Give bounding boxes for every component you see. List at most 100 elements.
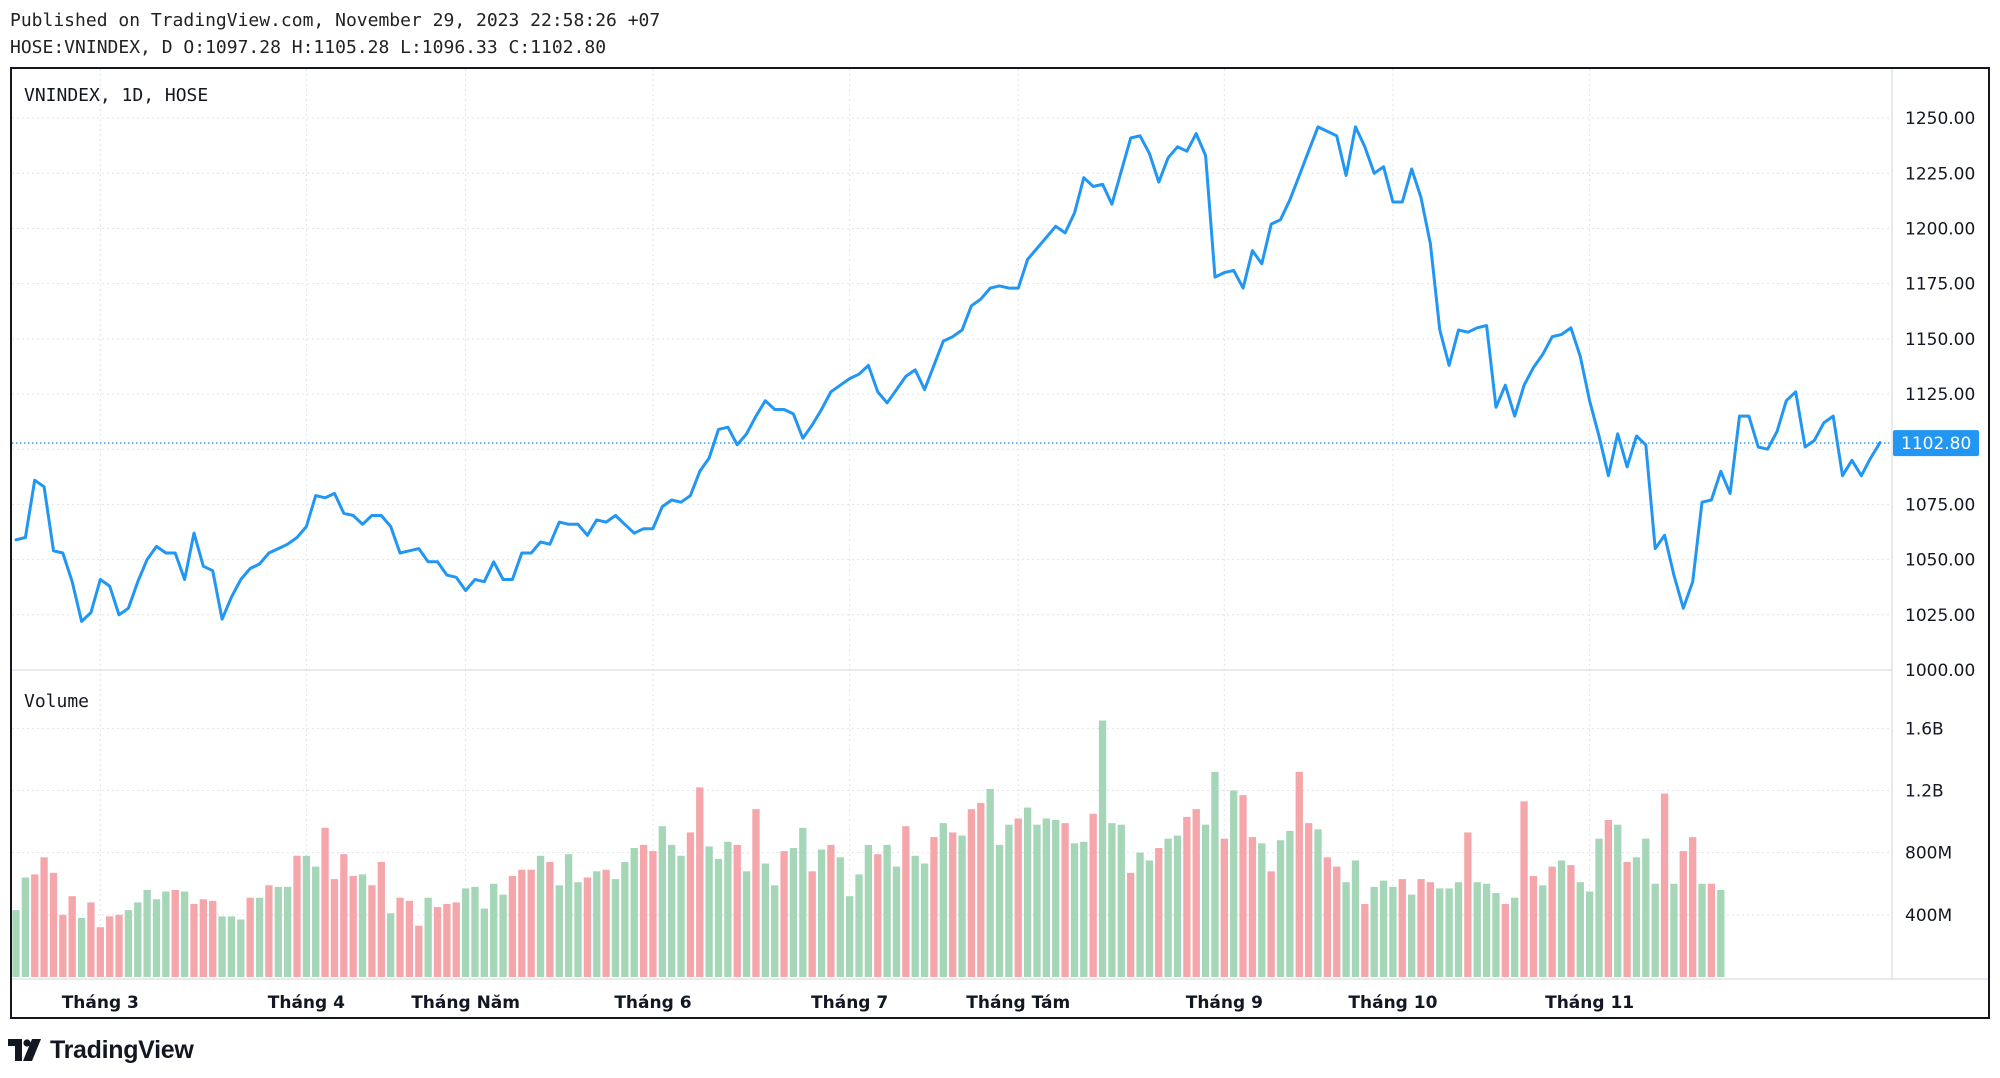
- ohlc-info: HOSE:VNINDEX, D O:1097.28 H:1105.28 L:10…: [10, 37, 607, 58]
- volume-bar: [1473, 882, 1481, 977]
- volume-bar: [190, 903, 198, 977]
- volume-bar: [1660, 793, 1669, 977]
- volume-bar: [911, 855, 919, 977]
- time-tick-label: Tháng 11: [1545, 993, 1634, 1013]
- tradingview-logo[interactable]: TradingView: [8, 1035, 194, 1065]
- volume-bar: [1482, 883, 1491, 977]
- volume-bar: [799, 827, 807, 977]
- volume-bar: [358, 874, 367, 977]
- volume-bar: [949, 832, 957, 977]
- volume-bar: [527, 869, 535, 977]
- volume-bar: [1155, 847, 1163, 977]
- volume-bar: [1033, 824, 1041, 977]
- last-price-label: 1102.80: [1901, 434, 1971, 454]
- volume-bar: [761, 863, 769, 977]
- volume-bar: [639, 844, 648, 977]
- volume-bar: [1464, 832, 1472, 977]
- volume-bar: [199, 899, 207, 977]
- volume-bar: [1445, 888, 1453, 977]
- volume-bar: [808, 871, 816, 977]
- volume-bar: [789, 847, 798, 977]
- volume-bar: [920, 863, 929, 977]
- volume-bar: [1323, 857, 1332, 977]
- volume-bar: [1361, 903, 1369, 977]
- volume-bar: [1454, 882, 1463, 977]
- volume-bar: [546, 861, 554, 977]
- volume-bar: [1089, 813, 1097, 977]
- volume-bar: [96, 927, 104, 977]
- volume-bar: [499, 894, 507, 977]
- volume-bar: [1239, 795, 1247, 977]
- volume-bar: [265, 885, 273, 977]
- volume-bar: [564, 854, 573, 977]
- volume-bar: [1230, 790, 1238, 977]
- volume-bar: [742, 871, 751, 977]
- time-axis[interactable]: Tháng 3 Tháng 4 Tháng Năm Tháng 6 Tháng 7 Thá…: [62, 993, 1634, 1013]
- volume-bar: [31, 874, 39, 977]
- price-tick-label: 1200.00: [1905, 219, 1975, 239]
- published-info: Published on TradingView.com, November 2…: [10, 10, 661, 31]
- price-tick-label: 1175.00: [1905, 275, 1975, 295]
- volume-bar: [424, 897, 432, 977]
- volume-bar: [340, 854, 348, 977]
- volume-bar: [433, 907, 442, 977]
- volume-bar: [1379, 880, 1388, 977]
- chart-canvas[interactable]: 1250.00 1225.00 1200.00 1175.00 1150.00 1125.…: [12, 69, 1988, 1017]
- volume-bar: [480, 908, 488, 977]
- chart-frame: [10, 67, 1990, 1019]
- price-axis[interactable]: 1250.00 1225.00 1200.00 1175.00 1150.00 1125.…: [1893, 109, 1979, 681]
- volume-bar: [574, 882, 582, 977]
- volume-bar: [40, 857, 48, 977]
- volume-bar: [21, 877, 30, 977]
- volume-bar: [1183, 816, 1191, 977]
- volume-bar: [12, 910, 20, 977]
- volume-bar: [218, 916, 226, 977]
- volume-bar: [115, 914, 123, 977]
- volume-bar: [1117, 824, 1125, 977]
- volume-bar: [930, 837, 938, 977]
- volume-bar: [855, 874, 863, 977]
- volume-bar: [1557, 860, 1566, 977]
- volume-bar: [134, 902, 142, 977]
- volume-bar: [1173, 835, 1182, 977]
- volume-bar: [696, 787, 704, 977]
- volume-bar: [152, 899, 161, 977]
- volume-bar: [733, 844, 741, 977]
- volume-bar: [1070, 843, 1079, 977]
- volume-bar: [59, 914, 67, 977]
- volume-bar: [368, 885, 376, 977]
- volume-bar: [1164, 838, 1172, 977]
- volume-bar: [1389, 886, 1397, 977]
- volume-bar: [209, 900, 217, 977]
- volume-bar: [1520, 801, 1528, 977]
- volume-bar: [836, 857, 844, 977]
- volume-bars: [12, 720, 1725, 977]
- volume-bar: [237, 919, 245, 977]
- volume-bar: [1314, 829, 1322, 977]
- volume-bar: [1201, 824, 1210, 977]
- volume-bar: [1333, 866, 1341, 977]
- volume-bar: [124, 910, 133, 977]
- volume-bar: [986, 788, 994, 977]
- price-tick-label: 1150.00: [1905, 330, 1975, 350]
- volume-bar: [827, 844, 835, 977]
- volume-bar: [1567, 865, 1575, 977]
- price-tick-label: 1025.00: [1905, 606, 1975, 626]
- volume-bar: [1042, 818, 1051, 977]
- price-tick-label: 1075.00: [1905, 495, 1975, 515]
- last-price-tag: [1893, 430, 1979, 457]
- volume-bar: [967, 809, 976, 977]
- price-tick-label: 1000.00: [1905, 661, 1975, 681]
- volume-bar: [1417, 879, 1425, 977]
- volume-bar: [490, 883, 498, 977]
- time-tick-label: Tháng 10: [1348, 993, 1437, 1013]
- volume-bar: [1539, 885, 1547, 977]
- volume-bar: [1211, 771, 1219, 977]
- price-tick-label: 1250.00: [1905, 109, 1975, 129]
- volume-bar: [377, 861, 385, 977]
- volume-axis[interactable]: 1.6B 1.2B 800M 400M: [1905, 719, 1952, 926]
- volume-tick-label: 400M: [1905, 906, 1952, 926]
- volume-bar: [415, 925, 423, 977]
- volume-bar: [883, 844, 891, 977]
- volume-bar: [1426, 882, 1435, 977]
